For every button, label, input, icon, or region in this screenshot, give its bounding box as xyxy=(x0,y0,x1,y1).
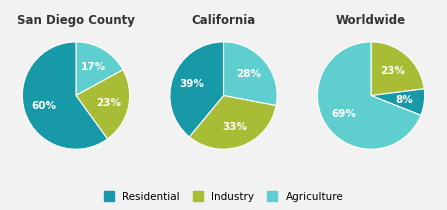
Text: 8%: 8% xyxy=(395,95,413,105)
Text: 23%: 23% xyxy=(96,98,121,108)
Legend: Residential, Industry, Agriculture: Residential, Industry, Agriculture xyxy=(101,188,346,205)
Title: San Diego County: San Diego County xyxy=(17,14,135,27)
Wedge shape xyxy=(371,89,425,115)
Wedge shape xyxy=(22,42,108,149)
Wedge shape xyxy=(76,70,130,139)
Wedge shape xyxy=(371,42,424,96)
Text: 60%: 60% xyxy=(32,101,57,111)
Title: California: California xyxy=(191,14,256,27)
Title: Worldwide: Worldwide xyxy=(336,14,406,27)
Text: 28%: 28% xyxy=(236,69,261,79)
Text: 33%: 33% xyxy=(222,122,247,132)
Wedge shape xyxy=(190,96,276,149)
Wedge shape xyxy=(170,42,224,137)
Text: 39%: 39% xyxy=(180,79,205,89)
Text: 23%: 23% xyxy=(380,66,405,76)
Wedge shape xyxy=(76,42,123,96)
Wedge shape xyxy=(317,42,421,149)
Text: 69%: 69% xyxy=(331,109,356,119)
Text: 17%: 17% xyxy=(80,62,105,72)
Wedge shape xyxy=(224,42,277,106)
